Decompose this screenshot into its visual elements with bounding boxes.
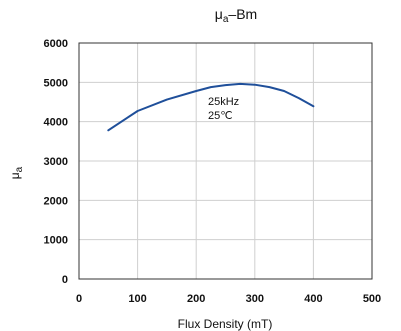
series-line (107, 82, 315, 132)
chart-title: μa–Bm (215, 6, 257, 25)
x-tick-label: 100 (128, 293, 146, 305)
y-tick-label: 3000 (44, 156, 68, 168)
chart-title-subscript: a (223, 14, 229, 25)
y-tick-label: 6000 (44, 38, 68, 50)
y-tick-label: 0 (62, 274, 68, 286)
annotation-frequency: 25kHz (208, 96, 239, 108)
x-tick-label: 0 (76, 293, 82, 305)
tick-labels: 0 100 200 300 400 500010002000300040005000600… (44, 38, 382, 305)
series-layer (107, 82, 315, 132)
y-axis-label: μa (8, 166, 25, 179)
chart-title-prefix: μ (215, 6, 223, 22)
chart-title-suffix: –Bm (228, 6, 257, 22)
x-tick-label: 300 (246, 293, 264, 305)
y-tick-label: 2000 (44, 195, 68, 207)
y-axis-label-main: μ (8, 172, 22, 179)
plot-area-frame (78, 42, 373, 280)
x-tick-label: 500 (363, 293, 381, 305)
y-tick-label: 1000 (44, 235, 68, 247)
grid-layer (79, 43, 372, 279)
y-tick-label: 5000 (44, 77, 68, 89)
y-tick-label: 4000 (44, 117, 68, 129)
x-tick-label: 400 (304, 293, 322, 305)
x-axis-label: Flux Density (mT) (178, 317, 273, 331)
y-axis-label-subscript: a (14, 166, 25, 172)
x-tick-label: 200 (187, 293, 205, 305)
annotation-temperature: 25℃ (208, 110, 233, 122)
